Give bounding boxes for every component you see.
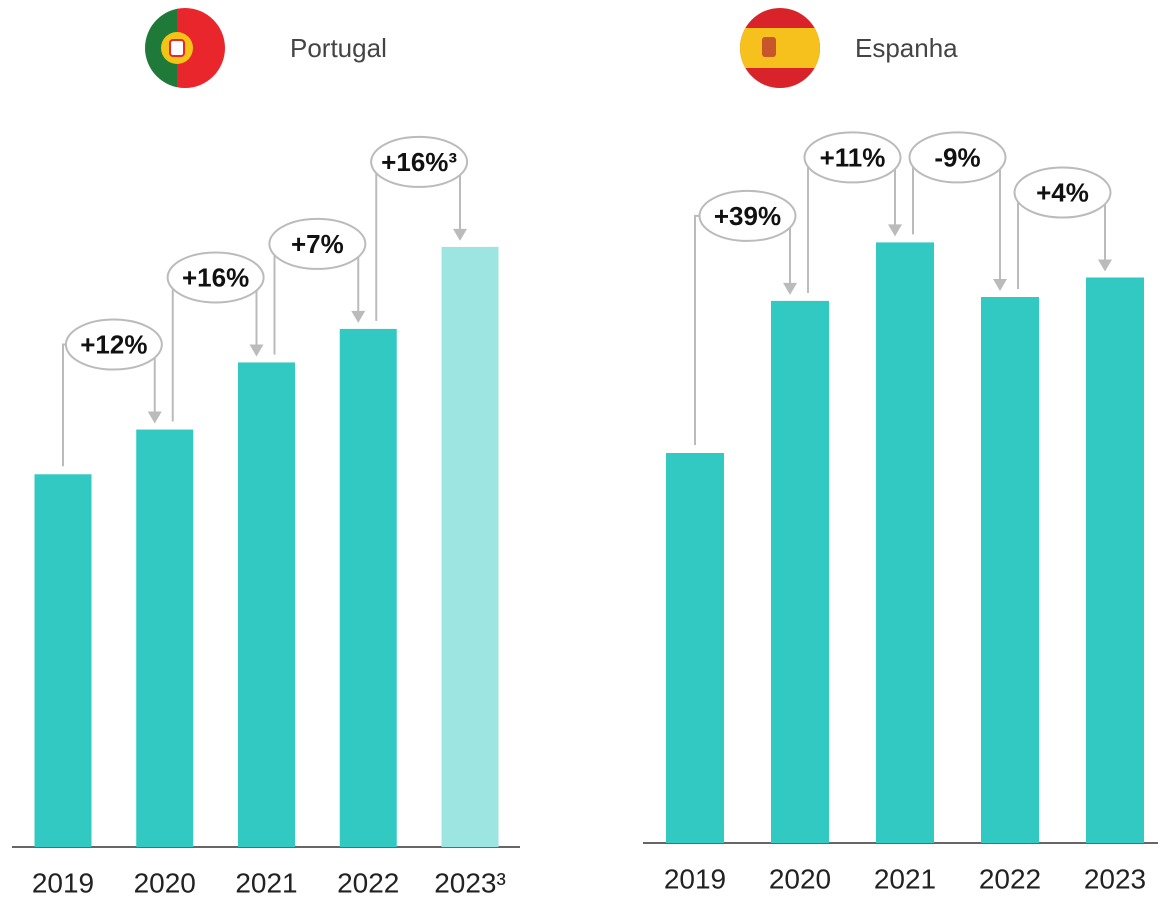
annotation-bubble bbox=[268, 217, 367, 270]
arrow-head bbox=[249, 344, 264, 357]
bar bbox=[981, 297, 1039, 843]
bar bbox=[1086, 277, 1144, 843]
annotation-bubble bbox=[370, 135, 469, 188]
bar bbox=[34, 474, 92, 847]
annotation: +4% bbox=[1036, 177, 1089, 207]
annotation: +11% bbox=[820, 142, 886, 172]
x-tick-label: 2021 bbox=[874, 863, 936, 894]
chart-title: Portugal bbox=[290, 33, 387, 63]
flag-portugal bbox=[145, 8, 225, 88]
annotation: +7% bbox=[291, 229, 344, 259]
x-tick-label: 2020 bbox=[134, 867, 196, 897]
flag-spain bbox=[740, 8, 820, 88]
annotation: +16%³ bbox=[381, 147, 457, 177]
bar bbox=[339, 328, 397, 848]
annotation: -9% bbox=[934, 142, 980, 172]
annotation-bubble bbox=[166, 251, 265, 304]
arrow-head bbox=[993, 279, 1007, 291]
arrow-head bbox=[147, 411, 162, 424]
annotation: +39% bbox=[714, 201, 781, 231]
chart-title: Espanha bbox=[855, 33, 958, 63]
arrow-head bbox=[888, 224, 902, 237]
bar bbox=[666, 453, 724, 843]
annotation-bubble bbox=[803, 131, 902, 184]
annotation-bubble bbox=[1013, 166, 1112, 219]
bar bbox=[771, 300, 829, 843]
x-tick-label: 2022 bbox=[337, 867, 399, 897]
bar bbox=[441, 246, 499, 848]
arrow-head bbox=[783, 282, 797, 295]
bar bbox=[136, 429, 194, 847]
connector bbox=[694, 214, 748, 445]
annotation-bubble bbox=[908, 131, 1007, 184]
bar bbox=[876, 242, 934, 843]
arrow-head bbox=[351, 310, 366, 323]
annotation-bubble bbox=[64, 318, 163, 371]
arrow-head bbox=[1098, 259, 1112, 272]
x-tick-label: 2021 bbox=[235, 867, 297, 897]
x-tick-label: 2019 bbox=[664, 863, 726, 894]
x-tick-label: 2023 bbox=[1084, 863, 1146, 894]
x-tick-label: 2022 bbox=[979, 863, 1041, 894]
x-tick-label: 2020 bbox=[769, 863, 831, 894]
annotation-bubble bbox=[698, 189, 797, 242]
x-tick-label: 2023³ bbox=[434, 867, 506, 897]
arrow-head bbox=[453, 228, 467, 241]
annotation: +12% bbox=[80, 329, 147, 359]
bar bbox=[238, 362, 295, 847]
x-tick-label: 2019 bbox=[32, 867, 94, 897]
annotation: +16% bbox=[182, 262, 249, 292]
